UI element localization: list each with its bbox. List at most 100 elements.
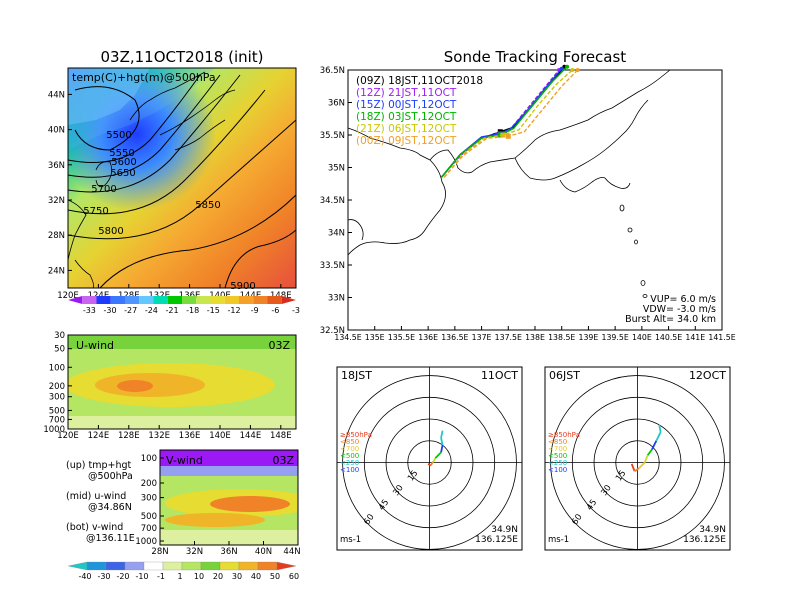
hodograph-level-legend: <850: [548, 438, 567, 446]
uwind-time: 03Z: [268, 339, 290, 352]
uwind-x-ticks: 120E 124E 128E 132E 136E 140E 144E 148E: [57, 425, 292, 441]
hodograph-lon: 136.125E: [475, 535, 518, 545]
hodograph-segment: [646, 448, 653, 456]
map-y-tick-label: 40N: [48, 126, 65, 136]
wind-colorbar-swatch: [143, 561, 164, 571]
wind-colorbar-tick-label: 60: [289, 572, 299, 581]
colorbar-tick-label: -18: [186, 306, 199, 315]
colorbar-swatch: [239, 296, 254, 304]
track-y-tick-label: 35.5N: [320, 131, 345, 141]
wind-colorbar-tick-label: -20: [116, 572, 129, 581]
hodograph-segment: [440, 444, 444, 453]
wind-colorbar-swatch: [67, 561, 88, 571]
hodograph-unit: ms-1: [340, 535, 361, 545]
hodograph-unit: ms-1: [548, 535, 569, 545]
vwind-y-tick-label: 300: [141, 494, 157, 504]
colorbar-swatch: [182, 296, 197, 304]
hodograph-ring: [550, 375, 725, 550]
contour-label: 5850: [195, 200, 220, 211]
hodograph-ring: [593, 418, 682, 507]
contour-label: 5500: [106, 130, 131, 141]
track-y-tick-label: 32.5N: [320, 326, 345, 336]
hodograph-segment: [658, 424, 662, 433]
hodograph-segment: [430, 462, 434, 466]
track-y-tick-label: 36N: [328, 99, 345, 109]
contour-label: 5600: [111, 157, 136, 168]
colorbar-tick-label: -3: [292, 306, 300, 315]
track-legend-entry: (21Z) 06JST,12OCT: [356, 123, 457, 135]
colorbar-tick-label: -12: [227, 306, 240, 315]
track-legend-entry: (12Z) 21JST,11OCT: [356, 87, 457, 99]
track-annotation: VUP= 6.0 m/s: [650, 294, 716, 305]
track-y-ticks: 32.5N 33N 33.5N 34N 34.5N 35N 35.5N 36N 36.5N: [320, 66, 352, 336]
colorbar-tick-label: -24: [145, 306, 158, 315]
track-legend-entry: (15Z) 00JST,12OCT: [356, 99, 457, 111]
hodograph-ring: [571, 396, 704, 529]
track-annotation: Burst Alt= 34.0 km: [625, 314, 716, 325]
hodograph-ring: [407, 440, 452, 485]
uwind-y-tick-label: 200: [49, 382, 65, 392]
hodograph-segment: [655, 431, 662, 442]
hodograph-level-legend: <250: [340, 459, 359, 467]
wind-colorbar-tick-label: 30: [232, 572, 242, 581]
colorbar-swatch: [82, 296, 97, 304]
contour-label: 5750: [83, 206, 108, 217]
uwind-frame: [67, 334, 297, 430]
vwind-x-tick-label: 44N: [283, 547, 300, 557]
hodograph-segment: [630, 463, 636, 472]
hodograph-date-label: 11OCT: [481, 369, 518, 382]
wind-colorbar: -40 -30 -20 -10 -1 1 10 20 30 40 50 60: [67, 561, 299, 581]
hodograph-level-legend: <250: [548, 459, 567, 467]
track-series-line: [443, 69, 573, 178]
colorbar-tick-label: -15: [207, 306, 220, 315]
uwind-field: [68, 335, 296, 429]
track-x-tick-label: 136.5E: [441, 333, 468, 342]
hodograph-segment: [440, 430, 444, 439]
colorbar-swatch: [139, 296, 154, 304]
wind-colorbar-swatch: [181, 561, 202, 571]
vwind-x-tick-label: 40N: [255, 547, 272, 557]
colorbar-swatch: [196, 296, 211, 304]
hodograph-ring: [615, 440, 660, 485]
hodograph-segment: [434, 451, 442, 459]
uwind-x-tick-label: 120E: [57, 431, 79, 441]
wind-colorbar-swatch: [124, 561, 145, 571]
hodograph-level-legend: ≥850hPa: [340, 431, 372, 439]
hodograph-segment: [433, 457, 437, 462]
wind-colorbar-swatch: [105, 561, 126, 571]
colorbar-swatch: [210, 296, 225, 304]
colorbar-swatch: [167, 296, 182, 304]
wind-colorbar-swatch: [162, 561, 183, 571]
track-x-tick-label: 140.5E: [655, 333, 682, 342]
vwind-field: [160, 450, 298, 545]
track-x-tick-label: 135E: [365, 333, 385, 342]
wind-colorbar-tick-label: 50: [270, 572, 280, 581]
track-x-tick-label: 139E: [579, 333, 599, 342]
colorbar-swatch: [224, 296, 239, 304]
map-y-tick-label: 32N: [48, 196, 65, 206]
hodograph-level-legend: <100: [340, 466, 359, 474]
hodograph-level-legend: <500: [548, 452, 567, 460]
vwind-x-tick-label: 32N: [186, 547, 203, 557]
hodograph-lat: 34.9N: [699, 525, 726, 535]
colorbar-tick-label: -27: [124, 306, 137, 315]
vwind-y-tick-label: 200: [141, 479, 157, 489]
map-title: 03Z,11OCT2018 (init): [100, 48, 263, 66]
temperature-colorbar: -33 -30 -27 -24 -21 -18 -15 -12 -9 -6 -3: [68, 296, 300, 315]
map-y-tick-label: 44N: [48, 90, 65, 100]
track-legend-entry: (09Z) 18JST,11OCT2018: [356, 75, 483, 87]
uwind-x-tick-label: 136E: [179, 431, 201, 441]
legend-mid: (mid) u-wind: [66, 491, 126, 502]
track-x-tick-label: 134.5E: [334, 333, 361, 342]
temperature-field: [68, 68, 296, 288]
contour-label: 5800: [98, 226, 123, 237]
track-legend-entry: (00Z) 09JST,12OCT: [356, 135, 457, 147]
legend-up-level: @500hPa: [88, 471, 133, 482]
uwind-x-tick-label: 144E: [240, 431, 262, 441]
track-y-tick-label: 33.5N: [320, 261, 345, 271]
hodograph-level-legend: <500: [340, 452, 359, 460]
vwind-y-tick-label: 1000: [135, 537, 157, 547]
track-end-marker: [570, 68, 575, 72]
